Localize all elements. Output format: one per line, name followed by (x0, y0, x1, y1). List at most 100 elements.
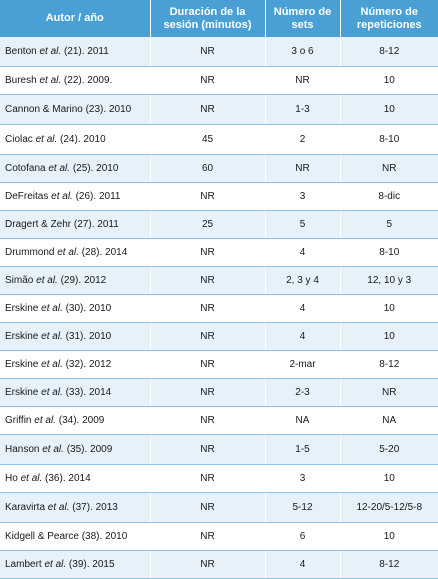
duration-cell: NR (150, 464, 266, 493)
repetitions-cell: 10 (340, 322, 438, 351)
table-row: Dragert & Zehr (27). 2011 25 5 5 (0, 210, 438, 239)
table-row: Lambert et al. (39). 2015 NR 4 8-12 (0, 550, 438, 579)
repetitions-cell: 8-10 (340, 124, 438, 155)
repetitions-cell: 8-12 (340, 550, 438, 579)
header-number-of-sets: Número de sets (265, 0, 341, 37)
reference-year: (36). 2014 (42, 473, 91, 484)
duration-cell: 60 (150, 154, 266, 183)
repetitions-cell: 10 (340, 66, 438, 95)
duration-cell: NR (150, 434, 266, 465)
table-row: Kidgell & Pearce (38). 2010 NR 6 10 (0, 522, 438, 551)
duration-cell: NR (150, 406, 266, 435)
reference-year: (30). 2010 (62, 303, 112, 314)
author-year-cell: Drummond et al. (28). 2014 (0, 238, 151, 267)
reference-year: (33). 2014 (62, 387, 112, 398)
duration-cell: NR (150, 492, 266, 523)
duration-cell: NR (150, 37, 266, 67)
author-name: Drummond (5, 247, 55, 258)
duration-cell: NR (150, 378, 266, 407)
sets-cell: 5-12 (265, 492, 341, 523)
author-year-cell: Simão et al. (29). 2012 (0, 266, 151, 295)
et-al-text: et al. (45, 163, 71, 174)
sets-cell: 3 (265, 182, 341, 211)
reference-year: (23). 2010 (82, 104, 132, 115)
reference-year: (39). 2015 (66, 559, 115, 570)
table-row: Cannon & Marino (23). 2010 NR 1-3 10 (0, 94, 438, 125)
author-year-cell: Erskine et al. (31). 2010 (0, 322, 151, 351)
table-row: Erskine et al. (30). 2010 NR 4 10 (0, 294, 438, 323)
author-year-cell: Hanson et al. (35). 2009 (0, 434, 151, 465)
sets-cell: 6 (265, 522, 341, 551)
author-name: Erskine (5, 359, 39, 370)
author-name: Kidgell & Pearce (5, 531, 79, 542)
repetitions-cell: NR (340, 378, 438, 407)
et-al-text: et al. (31, 415, 56, 426)
table-row: Cotofana et al. (25). 2010 60 NR NR (0, 154, 438, 183)
duration-cell: NR (150, 94, 266, 125)
author-year-cell: Benton et al. (21). 2011 (0, 37, 151, 67)
duration-cell: NR (150, 350, 266, 379)
table-row: DeFreitas et al. (26). 2011 NR 3 8-dic (0, 182, 438, 211)
sets-cell: 4 (265, 238, 341, 267)
et-al-text: et al. (38, 303, 63, 314)
header-number-of-repetitions: Número de repeticiones (340, 0, 438, 37)
author-year-cell: Erskine et al. (30). 2010 (0, 294, 151, 323)
table-row: Griffin et al. (34). 2009 NR NA NA (0, 406, 438, 435)
author-name: Erskine (5, 331, 39, 342)
duration-cell: NR (150, 522, 266, 551)
et-al-text: et al. (36, 46, 62, 57)
duration-cell: NR (150, 266, 266, 295)
author-name: Simão (5, 275, 34, 286)
et-al-text: et al. (41, 559, 67, 570)
repetitions-cell: NR (340, 154, 438, 183)
et-al-text: et al. (33, 275, 58, 286)
table-row: Ho et al. (36). 2014 NR 3 10 (0, 464, 438, 493)
reference-year: (28). 2014 (78, 247, 128, 258)
reference-year: (29). 2012 (57, 275, 107, 286)
sets-cell: 1-5 (265, 434, 341, 465)
author-name: Dragert & Zehr (5, 219, 72, 230)
header-session-duration: Duración de la sesión (minutos) (150, 0, 266, 37)
sets-cell: 2-3 (265, 378, 341, 407)
duration-cell: 25 (150, 210, 266, 239)
reference-year: (31). 2010 (62, 331, 112, 342)
sets-cell: 4 (265, 294, 341, 323)
duration-cell: NR (150, 322, 266, 351)
author-name: Lambert (5, 559, 42, 570)
sets-cell: 4 (265, 550, 341, 579)
sets-cell: 2, 3 y 4 (265, 266, 341, 295)
author-year-cell: Cannon & Marino (23). 2010 (0, 94, 151, 125)
sets-cell: NR (265, 154, 341, 183)
author-name: Benton (5, 46, 37, 57)
sets-cell: 3 o 6 (265, 37, 341, 67)
et-al-text: et al. (38, 359, 63, 370)
reference-year: (34). 2009 (55, 415, 105, 426)
author-name: Griffin (5, 415, 32, 426)
et-al-text: et al. (38, 387, 63, 398)
author-name: DeFreitas (5, 191, 49, 202)
table-row: Ciolac et al. (24). 2010 45 2 8-10 (0, 124, 438, 155)
et-al-text: et al. (36, 75, 62, 86)
et-al-text: et al. (45, 502, 70, 513)
sets-cell: 4 (265, 322, 341, 351)
table-header-row: Autor / año Duración de la sesión (minut… (0, 0, 438, 37)
author-year-cell: Kidgell & Pearce (38). 2010 (0, 522, 151, 551)
duration-cell: NR (150, 182, 266, 211)
table-row: Benton et al. (21). 2011 NR 3 o 6 8-12 (0, 37, 438, 67)
table-row: Erskine et al. (33). 2014 NR 2-3 NR (0, 378, 438, 407)
author-year-cell: Lambert et al. (39). 2015 (0, 550, 151, 579)
author-name: Erskine (5, 303, 39, 314)
repetitions-cell: 12-20/5-12/5-8 (340, 492, 438, 523)
reference-year: (27). 2011 (71, 219, 119, 230)
table-row: Karavirta et al. (37). 2013 NR 5-12 12-20/5… (0, 492, 438, 523)
author-year-cell: Erskine et al. (33). 2014 (0, 378, 151, 407)
repetitions-cell: NA (340, 406, 438, 435)
author-year-cell: Karavirta et al. (37). 2013 (0, 492, 151, 523)
repetitions-cell: 10 (340, 522, 438, 551)
sets-cell: NR (265, 66, 341, 95)
repetitions-cell: 12, 10 y 3 (340, 266, 438, 295)
repetitions-cell: 10 (340, 94, 438, 125)
et-al-text: et al. (48, 191, 73, 202)
sets-cell: NA (265, 406, 341, 435)
